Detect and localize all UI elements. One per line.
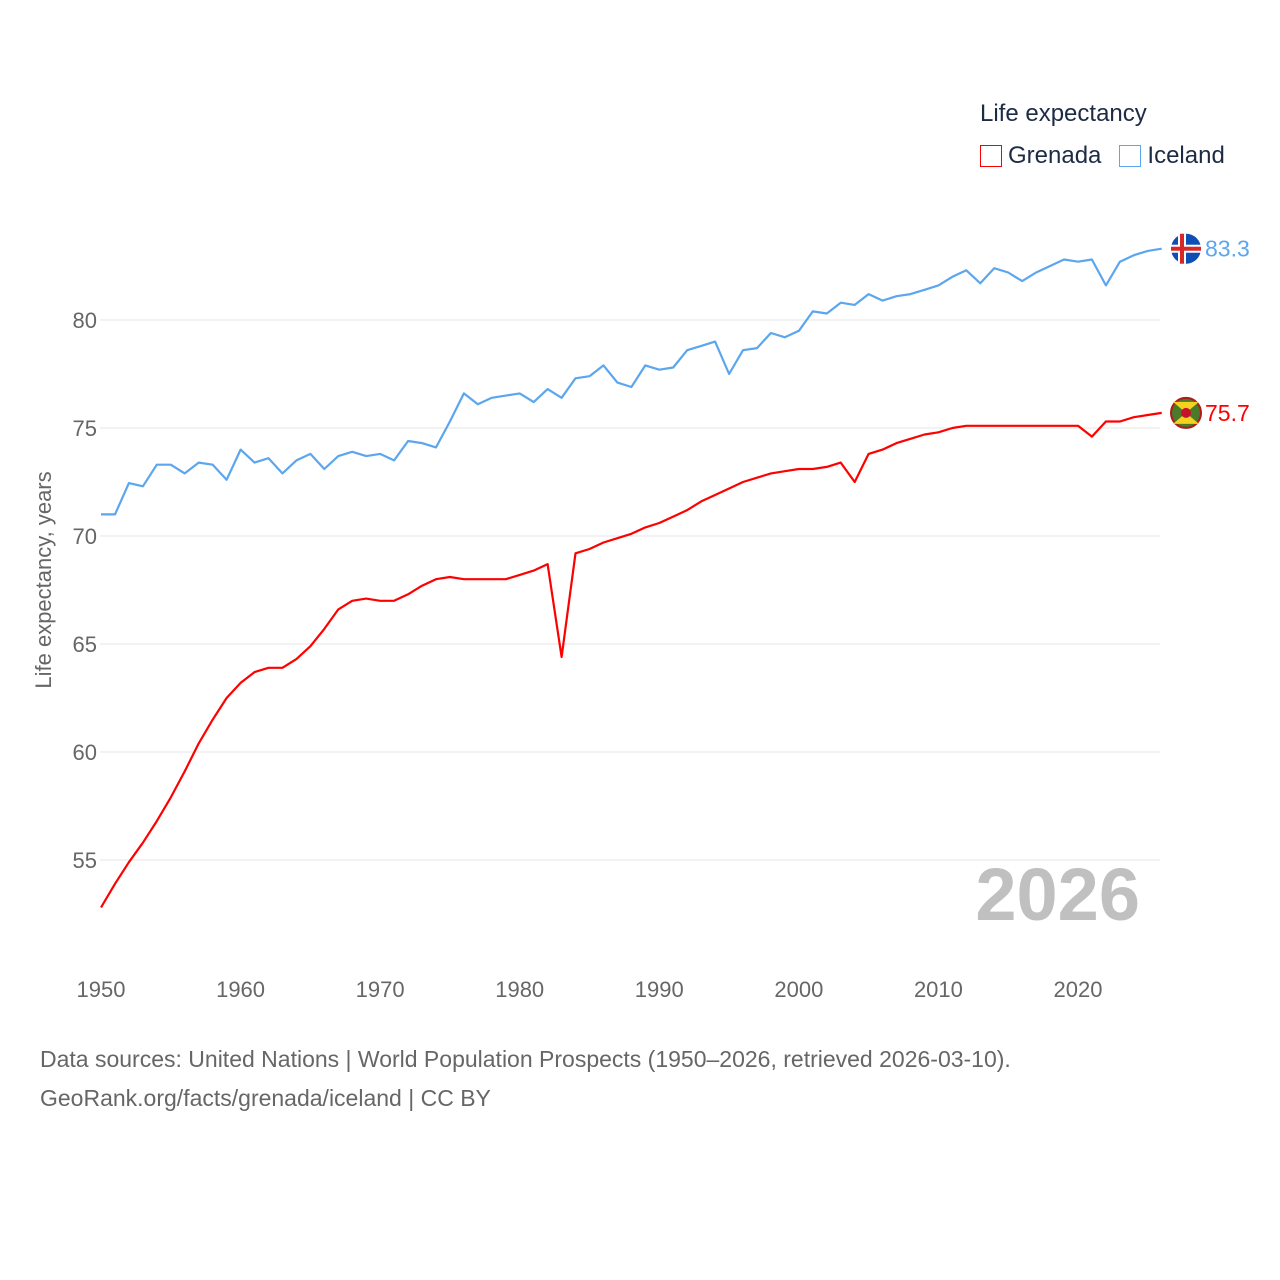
legend-item-grenada[interactable]: Grenada [980, 142, 1101, 170]
x-tick-label: 1950 [77, 977, 126, 1002]
legend-swatch [1119, 145, 1142, 167]
y-tick-label: 60 [73, 740, 97, 765]
y-tick-label: 70 [73, 524, 97, 549]
x-tick-label: 1990 [635, 977, 684, 1002]
legend-item-iceland[interactable]: Iceland [1119, 142, 1225, 170]
x-tick-label: 1980 [495, 977, 544, 1002]
flag-grenada-icon [1170, 396, 1202, 429]
x-tick-label: 2010 [914, 977, 963, 1002]
end-value-label: 83.3 [1205, 236, 1250, 262]
legend-title: Life expectancy [980, 100, 1147, 127]
legend-label: Iceland [1147, 142, 1225, 169]
legend-swatch [980, 145, 1002, 167]
flag-iceland-icon [1171, 233, 1201, 264]
y-axis-label: Life expectancy, years [31, 471, 56, 688]
x-tick-label: 2020 [1054, 977, 1103, 1002]
y-tick-label: 75 [73, 416, 97, 441]
x-tick-label: 2000 [774, 977, 823, 1002]
series-line-grenada [100, 411, 1162, 909]
source-link[interactable]: GeoRank.org/facts/grenada/iceland | CC B… [40, 1085, 491, 1111]
x-tick-label: 1970 [356, 977, 405, 1002]
data-source: Data sources: United Nations | World Pop… [40, 1046, 1011, 1072]
end-value-label: 75.7 [1205, 400, 1250, 426]
y-tick-label: 55 [73, 848, 97, 873]
x-tick-label: 1960 [216, 977, 265, 1002]
legend-label: Grenada [1008, 142, 1102, 169]
year-watermark: 2026 [975, 853, 1140, 936]
legend: Grenada Iceland [980, 142, 1225, 170]
y-tick-label: 65 [73, 632, 97, 657]
series-line-iceland [101, 247, 1162, 516]
y-tick-label: 80 [73, 308, 97, 333]
